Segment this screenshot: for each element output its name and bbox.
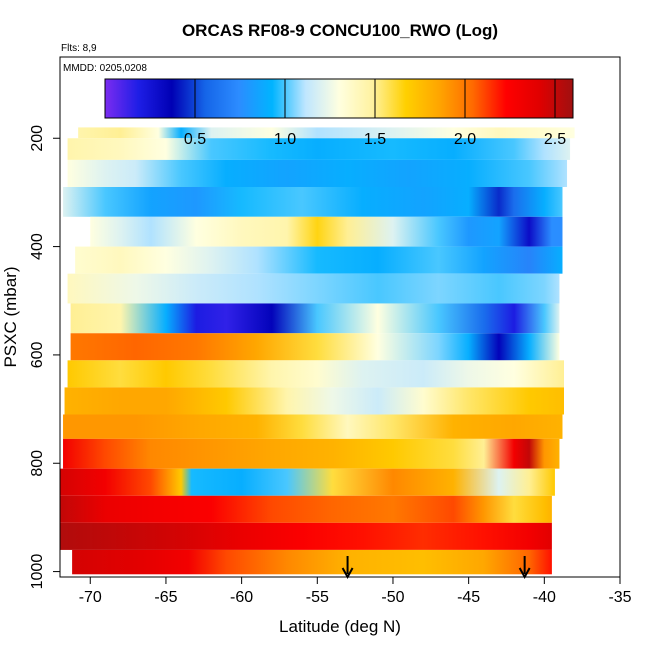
y-tick-label: 200 xyxy=(29,125,46,152)
x-tick-label: -35 xyxy=(608,589,631,606)
x-tick-label: -40 xyxy=(533,589,556,606)
chart-title: ORCAS RF08-9 CONCU100_RWO (Log) xyxy=(182,21,498,40)
heatmap-layer xyxy=(70,333,560,361)
x-axis-label: Latitude (deg N) xyxy=(279,617,401,636)
heatmap-layer xyxy=(60,522,552,550)
y-tick-label: 800 xyxy=(29,450,46,477)
mmdd-label: MMDD: 0205,0208 xyxy=(63,63,147,74)
heatmap-layers xyxy=(60,127,575,575)
y-tick-label: 600 xyxy=(29,341,46,368)
heatmap-layer xyxy=(67,138,571,160)
x-tick-label: -65 xyxy=(154,589,177,606)
heatmap-layer xyxy=(67,273,560,304)
heatmap-layer xyxy=(63,438,560,469)
x-axis: -70 -65 -60 -55 -50 -45 -40 -35 xyxy=(79,577,632,606)
x-tick-label: -70 xyxy=(79,589,102,606)
latitude-arrow-head xyxy=(341,567,354,580)
heatmap-layer xyxy=(63,187,563,217)
y-axis: 200 400 600 800 1000 xyxy=(29,125,60,590)
y-tick-label: 400 xyxy=(29,233,46,260)
latitude-arrow-head xyxy=(518,567,531,580)
colorbar-gradient xyxy=(104,78,574,119)
y-tick-label: 1000 xyxy=(29,554,46,590)
heatmap-layer xyxy=(60,468,555,496)
x-tick-label: -60 xyxy=(230,589,253,606)
heatmap-layer xyxy=(72,549,552,575)
colorbar-tick-label: 1.0 xyxy=(274,131,296,148)
latitude-arrows xyxy=(341,556,531,580)
heatmap-layer xyxy=(70,303,560,334)
colorbar-tick-label: 1.5 xyxy=(364,131,386,148)
heatmap-layer xyxy=(75,246,563,274)
heatmap-layer xyxy=(63,414,563,439)
heatmap-layer xyxy=(60,495,552,523)
plot-frame xyxy=(59,56,621,578)
colorbar-tick-label: 2.5 xyxy=(544,131,566,148)
y-axis-label: PSXC (mbar) xyxy=(1,266,20,367)
heatmap-layer xyxy=(67,159,568,187)
colorbar: 0.5 1.0 1.5 2.0 2.5 xyxy=(104,78,574,148)
flights-label: Flts: 8,9 xyxy=(61,43,97,54)
colorbar-tick-label: 2.0 xyxy=(454,131,476,148)
x-tick-label: -55 xyxy=(306,589,329,606)
heatmap-layer xyxy=(67,360,564,388)
heatmap-layer xyxy=(90,216,563,247)
heatmap-layer xyxy=(64,387,565,415)
x-tick-label: -45 xyxy=(457,589,480,606)
colorbar-tick-label: 0.5 xyxy=(184,131,206,148)
x-tick-label: -50 xyxy=(381,589,404,606)
heatmap-layer xyxy=(78,127,575,139)
